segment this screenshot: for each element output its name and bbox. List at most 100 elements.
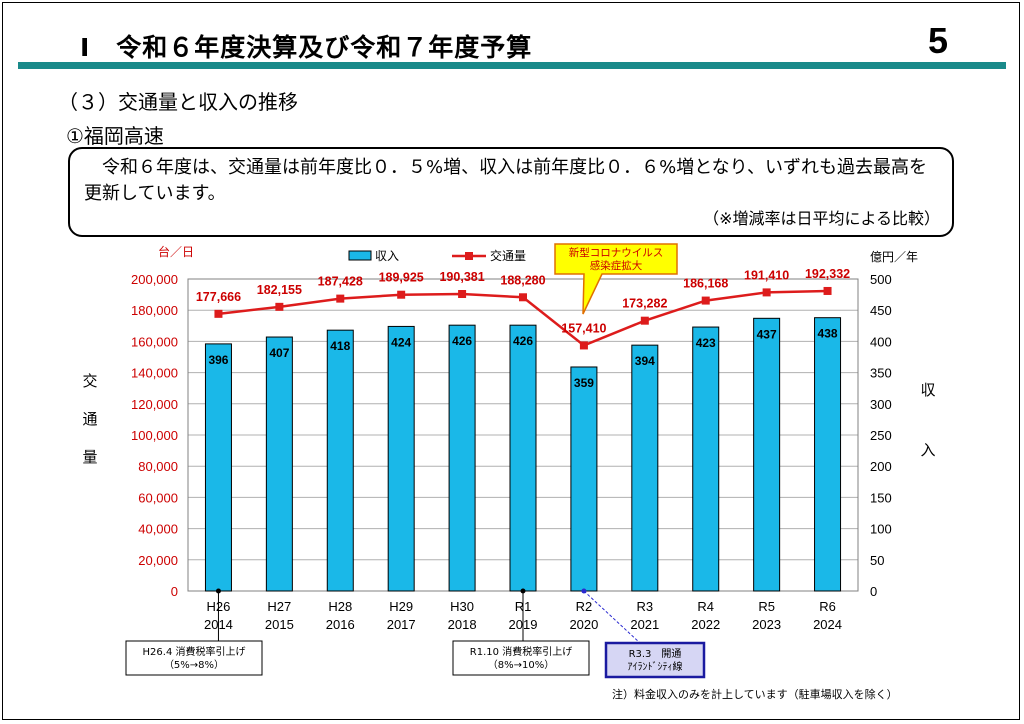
line-point-R3 [640,316,649,325]
x-tick-era: H28 [328,599,352,614]
right-tick-label: 0 [870,584,877,599]
line-value-label: 188,280 [500,273,545,287]
x-tick-year: 2018 [448,617,477,632]
left-tick-label: 40,000 [138,522,178,537]
x-tick-era: H30 [450,599,474,614]
line-point-R6 [823,286,832,295]
x-tick-year: 2017 [387,617,416,632]
line-value-label: 186,168 [683,277,728,291]
x-tick-year: 2021 [630,617,659,632]
section-title: （３）交通量と収入の推移 [58,90,298,114]
legend-swatch-traffic-marker [465,252,473,260]
x-tick-year: 2020 [569,617,598,632]
x-tick-era: H29 [389,599,413,614]
right-axis-label: 収 [920,381,935,399]
bar-H26 [204,343,232,592]
line-point-R2 [579,341,588,350]
summary-note: （※増減率は日平均による比較） [703,209,940,228]
x-tick-era: R2 [576,599,593,614]
line-point-R5 [762,288,771,297]
annotation-text: R3.3 開通 [629,648,682,660]
annotation-text: ｱｲﾗﾝﾄﾞｼﾃｨ線 [628,660,683,673]
line-value-label: 182,155 [257,283,302,297]
bar-H29 [387,325,415,592]
annotation-text: H26.4 消費税率引上げ [143,645,246,658]
x-tick-year: 2022 [691,617,720,632]
footnote: 注）料金収入のみを計上しています（駐車場収入を除く） [612,688,898,701]
bar-value-label: 438 [818,327,838,341]
bar-value-label: 407 [269,346,289,360]
bar-value-label: 359 [574,376,594,390]
annotation-box-highlight [604,641,706,679]
callout-text: 新型コロナウイルス [569,246,664,259]
bar-H30 [448,324,476,592]
bar-R6 [814,317,842,592]
legend-label-revenue: 収入 [375,249,399,263]
x-tick-year: 2016 [326,617,355,632]
line-point-H28 [336,294,345,303]
line-point-R1 [519,293,527,302]
bar-value-label: 418 [330,339,350,353]
right-tick-label: 150 [870,490,892,505]
annotation-text: （5%→8%） [164,659,224,671]
line-value-label: 190,381 [439,270,484,284]
line-value-label: 173,282 [622,297,667,311]
right-tick-label: 200 [870,459,892,474]
left-tick-label: 80,000 [138,459,178,474]
left-axis-label: 通 [82,410,97,428]
x-tick-year: 2023 [752,617,781,632]
right-tick-label: 450 [870,303,892,318]
subsection-title: ①福岡高速 [66,124,164,148]
right-tick-label: 100 [870,522,892,537]
annotation-text: R1.10 消費税率引上げ [470,645,572,658]
bar-value-label: 424 [391,335,411,349]
line-point-R4 [701,296,710,305]
legend-label-traffic: 交通量 [490,248,526,263]
x-tick-year: 2015 [265,617,294,632]
bar-value-label: 437 [757,327,777,341]
summary-text: 令和６年度は、交通量は前年度比０．５%増、収入は前年度比０．６%増となり、いずれ… [84,157,927,204]
right-tick-label: 350 [870,366,892,381]
bar-value-label: 396 [208,353,228,367]
summary-box: 令和６年度は、交通量は前年度比０．５%増、収入は前年度比０．６%増となり、いずれ… [68,147,954,237]
right-tick-label: 250 [870,428,892,443]
callout-text: 感染症拡大 [590,259,643,272]
line-value-label: 187,428 [318,275,363,289]
right-tick-label: 50 [870,553,884,568]
x-tick-era: R5 [758,599,775,614]
right-axis-label: 入 [920,441,935,459]
line-value-label: 192,332 [805,267,850,281]
bar-value-label: 394 [635,354,655,368]
bar-value-label: 423 [696,336,716,350]
bar-value-label: 426 [513,334,533,348]
annotation-box [125,640,263,676]
bar-value-label: 426 [452,334,472,348]
annotation-text: （8%→10%） [488,659,554,671]
right-tick-label: 400 [870,334,892,349]
x-tick-era: R4 [697,599,714,614]
right-tick-label: 300 [870,397,892,412]
legend-swatch-revenue [348,250,372,261]
left-tick-label: 140,000 [131,366,178,381]
callout-shape [554,243,678,315]
left-tick-label: 160,000 [131,334,178,349]
right-tick-label: 500 [870,272,892,287]
page-title: Ⅰ 令和６年度決算及び令和７年度予算 [80,33,533,62]
bar-R5 [753,317,781,592]
annotation-box [452,640,590,676]
bar-H27 [265,336,293,592]
line-value-label: 157,410 [561,321,606,335]
bar-R1 [509,324,537,592]
page-number: 5 [927,20,948,61]
right-axis-unit: 億円／年 [870,250,918,264]
x-tick-era: H27 [267,599,291,614]
line-value-label: 189,925 [379,271,424,285]
line-value-label: 177,666 [196,290,241,304]
left-axis-unit: 台／日 [158,244,194,259]
line-point-H27 [275,302,284,311]
left-axis-label: 量 [82,448,97,466]
left-tick-label: 200,000 [131,272,178,287]
left-tick-label: 60,000 [138,490,178,505]
